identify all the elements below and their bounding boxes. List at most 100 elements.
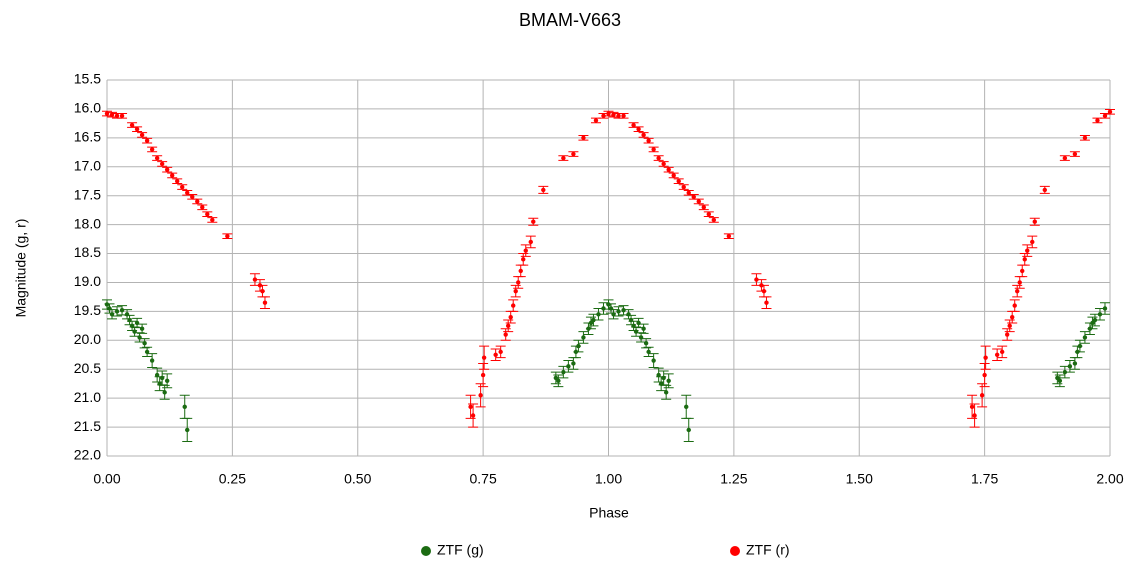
data-point bbox=[478, 393, 483, 398]
data-point bbox=[641, 132, 646, 138]
y-tick-label: 20.5 bbox=[74, 360, 101, 376]
data-point bbox=[503, 332, 508, 337]
data-point bbox=[493, 352, 498, 357]
data-point bbox=[154, 155, 160, 161]
data-point bbox=[982, 372, 987, 378]
data-point bbox=[691, 194, 696, 200]
data-point bbox=[1062, 155, 1068, 161]
data-point bbox=[528, 239, 533, 245]
data-point bbox=[129, 122, 135, 128]
y-tick-label: 15.5 bbox=[74, 71, 101, 87]
data-point bbox=[1092, 317, 1098, 323]
data-point bbox=[661, 375, 666, 381]
data-point bbox=[144, 349, 150, 355]
data-point bbox=[1042, 187, 1048, 193]
data-point bbox=[1090, 320, 1095, 326]
data-point bbox=[581, 335, 586, 340]
data-point bbox=[169, 173, 175, 178]
data-point bbox=[646, 138, 651, 143]
data-point bbox=[983, 355, 988, 360]
data-point bbox=[481, 355, 487, 360]
data-point bbox=[588, 320, 594, 326]
data-point bbox=[506, 323, 511, 329]
data-point bbox=[663, 390, 669, 395]
data-point bbox=[200, 205, 205, 210]
data-point bbox=[541, 187, 546, 193]
data-point bbox=[611, 312, 616, 317]
data-point bbox=[1095, 118, 1100, 123]
data-point bbox=[480, 372, 486, 378]
data-point bbox=[185, 190, 190, 195]
data-point bbox=[139, 326, 145, 331]
data-point bbox=[521, 257, 526, 262]
data-point bbox=[159, 375, 165, 381]
data-point bbox=[139, 132, 145, 138]
data-point bbox=[470, 413, 476, 418]
data-point bbox=[1007, 323, 1012, 329]
data-point bbox=[1010, 314, 1015, 320]
data-point bbox=[706, 212, 711, 217]
x-tick-label: 1.00 bbox=[595, 471, 622, 487]
data-point bbox=[676, 179, 681, 184]
data-point bbox=[164, 378, 170, 383]
data-point bbox=[190, 194, 195, 200]
data-point bbox=[1020, 268, 1025, 274]
x-tick-label: 1.50 bbox=[846, 471, 873, 487]
data-point bbox=[149, 147, 155, 152]
data-point bbox=[252, 277, 258, 282]
data-point bbox=[1030, 239, 1035, 245]
data-point bbox=[109, 312, 115, 317]
x-tick-label: 2.00 bbox=[1096, 471, 1123, 487]
data-point bbox=[591, 317, 596, 323]
data-point bbox=[606, 302, 611, 307]
data-point bbox=[596, 312, 601, 317]
data-point bbox=[1015, 288, 1020, 294]
data-point bbox=[616, 309, 621, 314]
data-point bbox=[641, 326, 646, 331]
data-point bbox=[999, 349, 1005, 355]
data-point bbox=[1097, 312, 1103, 317]
data-point bbox=[154, 372, 160, 378]
data-point bbox=[134, 126, 140, 132]
legend-label: ZTF (r) bbox=[746, 542, 790, 558]
data-point bbox=[581, 135, 586, 141]
data-point bbox=[561, 155, 566, 161]
data-point bbox=[210, 217, 215, 223]
data-point bbox=[979, 393, 985, 398]
x-tick-label: 1.25 bbox=[720, 471, 747, 487]
data-point bbox=[1067, 364, 1073, 369]
y-tick-label: 20.0 bbox=[74, 331, 101, 347]
data-point bbox=[701, 205, 706, 210]
data-point bbox=[646, 349, 651, 355]
data-point bbox=[601, 113, 606, 119]
y-tick-label: 21.5 bbox=[74, 418, 101, 434]
data-point bbox=[1012, 303, 1017, 308]
data-point bbox=[531, 219, 536, 224]
y-tick-label: 17.5 bbox=[74, 186, 101, 202]
data-point bbox=[696, 199, 701, 204]
data-point bbox=[185, 427, 190, 433]
data-point bbox=[260, 288, 265, 294]
y-tick-label: 19.0 bbox=[74, 273, 101, 289]
data-point bbox=[969, 404, 975, 410]
data-point bbox=[1077, 343, 1083, 349]
data-point bbox=[523, 248, 528, 253]
data-point bbox=[571, 151, 576, 157]
data-point bbox=[616, 113, 621, 119]
data-point bbox=[686, 190, 691, 195]
data-point bbox=[104, 302, 110, 307]
data-point bbox=[1062, 369, 1068, 375]
y-tick-label: 16.5 bbox=[74, 129, 101, 145]
y-axis-title: Magnitude (g, r) bbox=[13, 219, 29, 318]
data-point bbox=[681, 184, 686, 190]
data-point bbox=[195, 199, 200, 204]
x-tick-label: 0.00 bbox=[93, 471, 120, 487]
data-point bbox=[666, 167, 671, 172]
data-point bbox=[656, 155, 661, 161]
data-point bbox=[114, 113, 120, 119]
data-point bbox=[556, 378, 561, 383]
data-point bbox=[164, 167, 170, 172]
data-point bbox=[162, 390, 167, 395]
data-point bbox=[553, 375, 559, 381]
